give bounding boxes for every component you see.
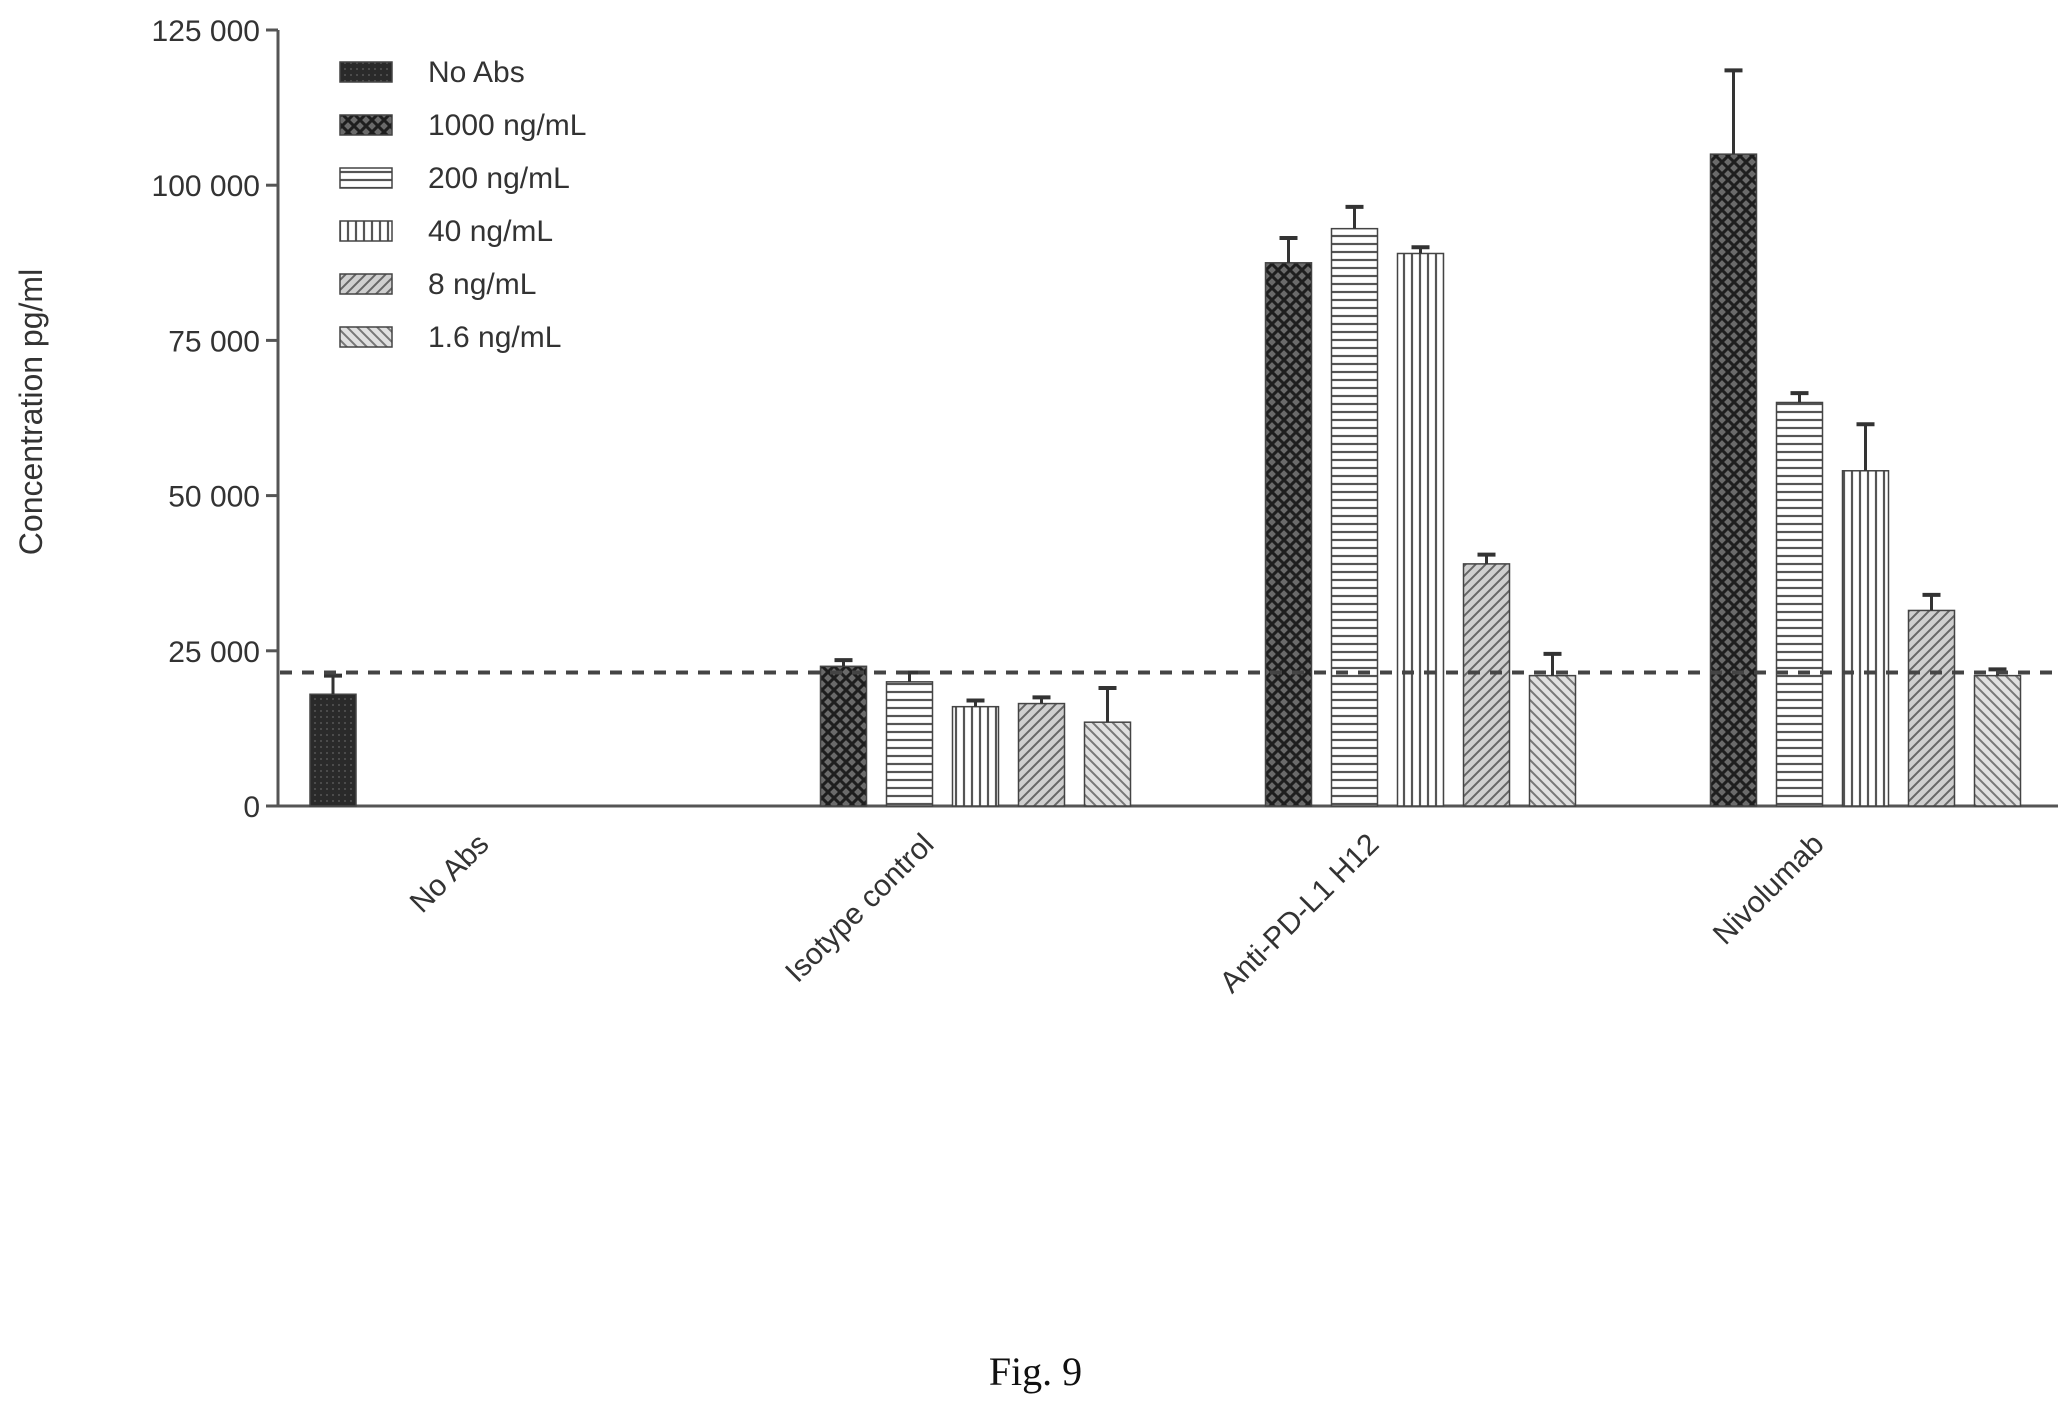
bar: [1841, 470, 1890, 807]
bars: [280, 68, 2058, 807]
y-axis-label: Concentration pg/ml: [13, 269, 49, 555]
legend-swatch: [339, 273, 393, 295]
legend-label: 200 ng/mL: [428, 162, 570, 195]
legend: No Abs 1000 ng/mL 200 ng/mL 40 ng/mL 8 ng/mL…: [339, 56, 586, 354]
bar-chart: 0 25 000 50 000 75 000 100 000 125 000 No Abs…: [13, 15, 2058, 1000]
bar: [1907, 609, 1956, 807]
y-tick-label: 25 000: [168, 636, 260, 669]
bar: [1709, 153, 1758, 807]
legend-label: 8 ng/mL: [428, 268, 536, 301]
bar: [819, 665, 868, 807]
y-tick-label: 50 000: [168, 481, 260, 514]
x-category-label: Anti-PD-L1 H12: [1214, 828, 1386, 1000]
bar: [1330, 227, 1379, 807]
legend-swatch: [339, 220, 393, 242]
legend-swatch: [339, 167, 393, 189]
legend-swatch: [339, 114, 393, 136]
bar: [1083, 721, 1132, 807]
legend-label: 40 ng/mL: [428, 215, 553, 248]
bar: [951, 705, 1000, 807]
bar: [885, 681, 934, 807]
y-axis: 0 25 000 50 000 75 000 100 000 125 000: [152, 15, 280, 824]
x-category-label: No Abs: [404, 828, 496, 920]
bar: [1396, 252, 1445, 807]
y-tick-label: 0: [243, 791, 260, 824]
legend-label: 1.6 ng/mL: [428, 321, 561, 354]
x-category-label: Isotype control: [779, 828, 940, 989]
bar: [1462, 563, 1511, 807]
bar: [1017, 702, 1066, 807]
y-tick-label: 100 000: [152, 170, 260, 203]
bar: [1264, 262, 1313, 807]
x-axis: No Abs Isotype control Anti-PD-L1 H12 Nivol…: [278, 804, 2058, 1000]
bar: [309, 693, 357, 807]
figure-caption: Fig. 9: [988, 1349, 1083, 1394]
legend-label: No Abs: [428, 56, 525, 89]
bar: [1528, 674, 1577, 807]
y-tick-label: 75 000: [168, 325, 260, 358]
bar: [1775, 401, 1824, 807]
legend-label: 1000 ng/mL: [428, 109, 586, 142]
x-category-label: Nivolumab: [1707, 828, 1831, 952]
y-tick-label: 125 000: [152, 15, 260, 48]
legend-swatch: [339, 61, 393, 83]
bar: [1973, 674, 2022, 807]
legend-swatch: [339, 326, 393, 348]
